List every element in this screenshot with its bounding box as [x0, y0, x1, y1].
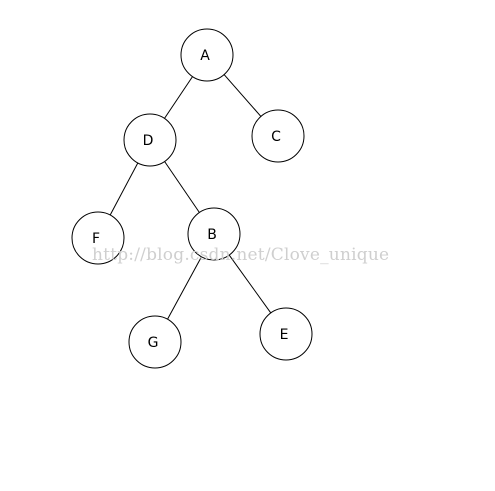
- node-g: G: [128, 315, 182, 369]
- node-e: E: [259, 307, 313, 361]
- node-circle: [128, 315, 182, 369]
- node-circle: [180, 28, 234, 82]
- node-circle: [123, 113, 177, 167]
- node-circle: [259, 307, 313, 361]
- nodes: A D C F B G E: [71, 28, 313, 369]
- node-c: C: [251, 109, 305, 163]
- node-label: E: [280, 327, 289, 343]
- edge-b-g: [167, 256, 202, 320]
- node-circle: [187, 207, 241, 261]
- node-label: G: [148, 335, 159, 351]
- edge-a-c: [223, 74, 262, 117]
- node-circle: [251, 109, 305, 163]
- edges: [109, 74, 272, 320]
- node-circle: [71, 211, 125, 265]
- edge-b-e: [228, 254, 272, 314]
- node-label: F: [92, 231, 100, 247]
- edge-d-b: [164, 161, 200, 213]
- node-b: B: [187, 207, 241, 261]
- node-label: B: [207, 227, 217, 243]
- node-f: F: [71, 211, 125, 265]
- node-d: D: [123, 113, 177, 167]
- node-a: A: [180, 28, 234, 82]
- node-label: C: [271, 129, 281, 145]
- edge-d-f: [109, 162, 139, 216]
- node-label: A: [200, 48, 210, 64]
- node-label: D: [143, 133, 154, 149]
- edge-a-d: [164, 76, 193, 119]
